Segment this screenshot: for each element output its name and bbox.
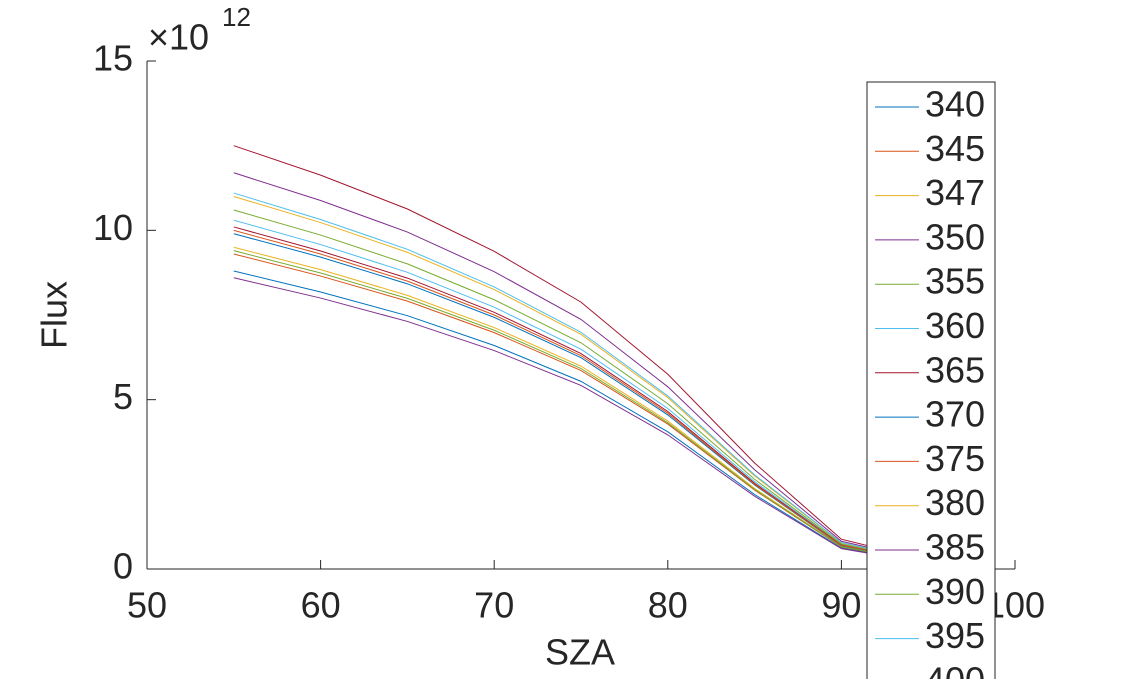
series-line	[233, 145, 929, 562]
x-tick-label: 80	[648, 585, 688, 626]
series-line	[233, 233, 929, 563]
x-tick-label: 50	[127, 585, 167, 626]
legend-label: 390	[925, 571, 985, 612]
y-tick-label: 10	[93, 207, 133, 248]
series-line	[233, 229, 929, 563]
legend-label: 380	[925, 482, 985, 523]
x-axis-label: SZA	[545, 632, 615, 673]
series-line	[233, 270, 929, 564]
legend-label: 340	[925, 84, 985, 125]
legend-label: 347	[925, 172, 985, 213]
y-tick-label: 0	[113, 546, 133, 587]
legend-label: 400	[925, 659, 985, 679]
legend-label: 350	[925, 216, 985, 257]
series-line	[233, 277, 929, 564]
legend-label: 360	[925, 305, 985, 346]
y-tick-label: 5	[113, 376, 133, 417]
series-line	[233, 246, 929, 564]
y-tick-label: 15	[93, 38, 133, 79]
legend-label: 370	[925, 394, 985, 435]
legend-label: 355	[925, 261, 985, 302]
legend-label: 385	[925, 527, 985, 568]
x-tick-label: 70	[474, 585, 514, 626]
x-tick-label: 90	[821, 585, 861, 626]
series-line	[233, 209, 929, 563]
y-multiplier: ×10	[148, 17, 209, 58]
legend-label: 395	[925, 615, 985, 656]
series-line	[233, 195, 929, 563]
y-axis-label: Flux	[34, 281, 75, 349]
series-line	[233, 192, 929, 563]
series-line	[233, 226, 929, 563]
legend-label: 345	[925, 128, 985, 169]
y-multiplier-exponent: 12	[222, 2, 251, 32]
legend-label: 365	[925, 349, 985, 390]
series-line	[233, 219, 929, 563]
series-line	[233, 253, 929, 564]
series-line	[233, 172, 929, 562]
legend-box	[866, 81, 996, 679]
legend-label: 375	[925, 438, 985, 479]
series-line	[233, 250, 929, 564]
x-tick-label: 60	[301, 585, 341, 626]
